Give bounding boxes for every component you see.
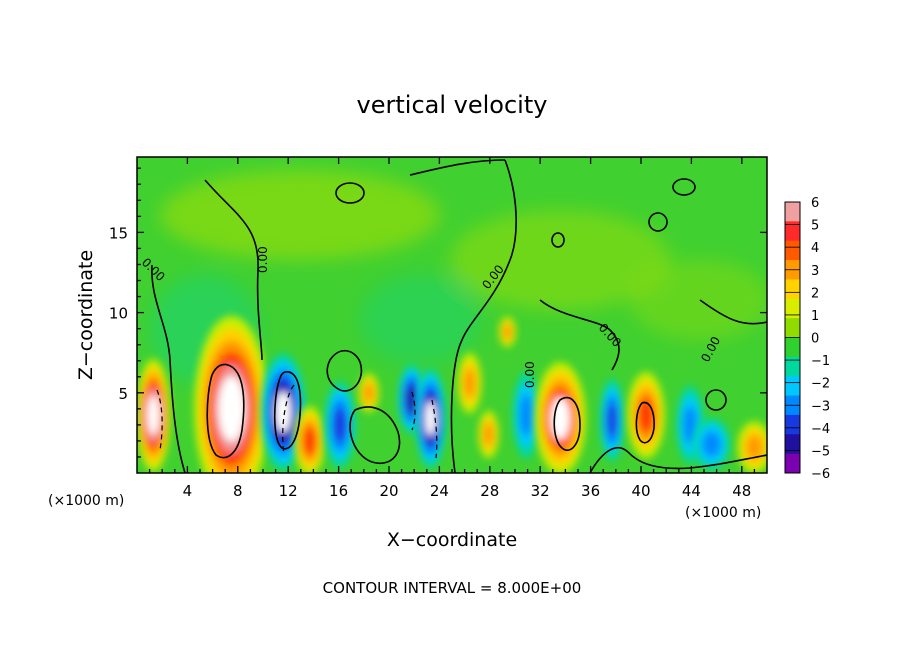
velocity-cell <box>512 371 540 459</box>
contour-closed-2 <box>551 232 565 248</box>
velocity-cell <box>478 410 499 459</box>
velocity-cell <box>194 315 269 473</box>
x-tick-label: 36 <box>581 482 600 500</box>
colorbar-tick-label: 1 <box>811 309 819 324</box>
colorbar-swatch <box>785 434 800 455</box>
contour-interval-note: CONTOUR INTERVAL = 8.000E+00 <box>323 579 582 597</box>
colorbar-tick-label: −3 <box>811 399 830 414</box>
y-axis-label: Z−coordinate <box>75 250 97 380</box>
contour-zero-5 <box>699 299 767 325</box>
velocity-cell <box>415 368 446 469</box>
colorbar-swatch <box>785 453 800 474</box>
plot-area: 0.00 0.00 0.00 0.00 0.00 0.00 <box>137 157 767 473</box>
contour-zero-3 <box>450 159 517 473</box>
contour-closed-11 <box>635 401 655 444</box>
contour-label-2: 0.00 <box>256 246 270 273</box>
x-tick-label: 20 <box>379 482 398 500</box>
contour-bottom-1 <box>589 446 767 473</box>
colorbar-swatch <box>785 414 800 435</box>
x-tick-label: 48 <box>732 482 751 500</box>
colorbar-tick-label: −2 <box>811 377 830 392</box>
velocity-cell <box>600 378 624 462</box>
contour-zero-2 <box>204 179 263 361</box>
x-tick-label: 8 <box>233 482 243 500</box>
contour-closed-5 <box>705 389 727 411</box>
x-tick-label: 32 <box>531 482 550 500</box>
background-shading <box>150 170 767 385</box>
contour-closed-7 <box>349 406 401 465</box>
velocity-cell <box>692 418 731 471</box>
colorbar-swatch <box>785 337 800 358</box>
colorbar-tick-labels: 6 5 4 3 2 1 0 −1 −2 −3 −4 −5 −6 <box>811 196 830 482</box>
contour-closed-3 <box>648 212 668 232</box>
colorbar-swatch <box>785 221 800 242</box>
velocity-cell <box>294 406 325 473</box>
colorbar-tick-label: −1 <box>811 354 830 369</box>
velocity-cells <box>137 315 767 473</box>
velocity-cell <box>137 358 171 472</box>
colorbar-tick-label: 3 <box>811 264 819 279</box>
x-tick-label: 16 <box>329 482 348 500</box>
colorbar-swatch <box>785 298 800 319</box>
colorbar-swatch <box>785 202 800 222</box>
x-tick-label: 24 <box>430 482 449 500</box>
contour-neg-2 <box>282 384 295 456</box>
velocity-cell <box>498 316 516 348</box>
x-unit-right: (×1000 m) <box>685 505 761 521</box>
contour-closed-6 <box>326 350 363 392</box>
chart-title: vertical velocity <box>357 91 548 119</box>
colorbar-tick-label: 0 <box>811 332 819 347</box>
colorbar-swatch <box>785 279 800 300</box>
x-tick-label: 28 <box>480 482 499 500</box>
contour-neg-1 <box>156 389 163 451</box>
velocity-cell <box>457 352 482 414</box>
y-tick-label: 5 <box>118 385 128 403</box>
axis-ticks <box>137 157 767 473</box>
colorbar <box>784 201 801 474</box>
contour-zero-4 <box>539 299 620 371</box>
contour-label-4: 0.00 <box>523 361 537 388</box>
colorbar-swatch <box>785 318 800 338</box>
x-axis-label: X−coordinate <box>387 529 517 551</box>
y-tick-label: 15 <box>109 224 128 242</box>
contour-closed-9 <box>273 371 302 450</box>
contour-closed-1 <box>335 182 365 204</box>
contour-zero-1 <box>151 264 186 473</box>
colorbar-tick-label: −6 <box>811 467 830 482</box>
colorbar-swatch <box>785 376 800 397</box>
x-unit-left: (×1000 m) <box>48 493 124 509</box>
contour-lines <box>151 159 767 473</box>
x-tick-label: 12 <box>279 482 298 500</box>
dashed-contours <box>156 384 438 459</box>
velocity-cell <box>534 362 586 473</box>
colorbar-tick-label: −5 <box>811 444 830 459</box>
contour-closed-4 <box>672 178 696 196</box>
colorbar-swatch <box>785 240 800 261</box>
contour-closed-10 <box>553 396 581 451</box>
contour-zero-6 <box>409 159 506 176</box>
contour-neg-4 <box>411 391 416 431</box>
colorbar-tick-label: 5 <box>811 219 819 234</box>
x-tick-label: 4 <box>183 482 193 500</box>
colorbar-tick-label: −4 <box>811 422 830 437</box>
x-tick-label: 44 <box>682 482 701 500</box>
colorbar-tick-label: 4 <box>811 241 819 256</box>
colorbar-tick-label: 6 <box>811 196 819 211</box>
velocity-cell <box>358 373 380 413</box>
velocity-cell <box>324 381 356 469</box>
x-tick-label: 40 <box>631 482 650 500</box>
colorbar-swatch <box>785 356 800 377</box>
y-tick-label: 10 <box>109 305 128 323</box>
contour-closed-8 <box>206 363 245 459</box>
velocity-cell <box>627 371 665 459</box>
colorbar-tick-label: 2 <box>811 286 819 301</box>
contour-neg-3 <box>431 399 438 459</box>
